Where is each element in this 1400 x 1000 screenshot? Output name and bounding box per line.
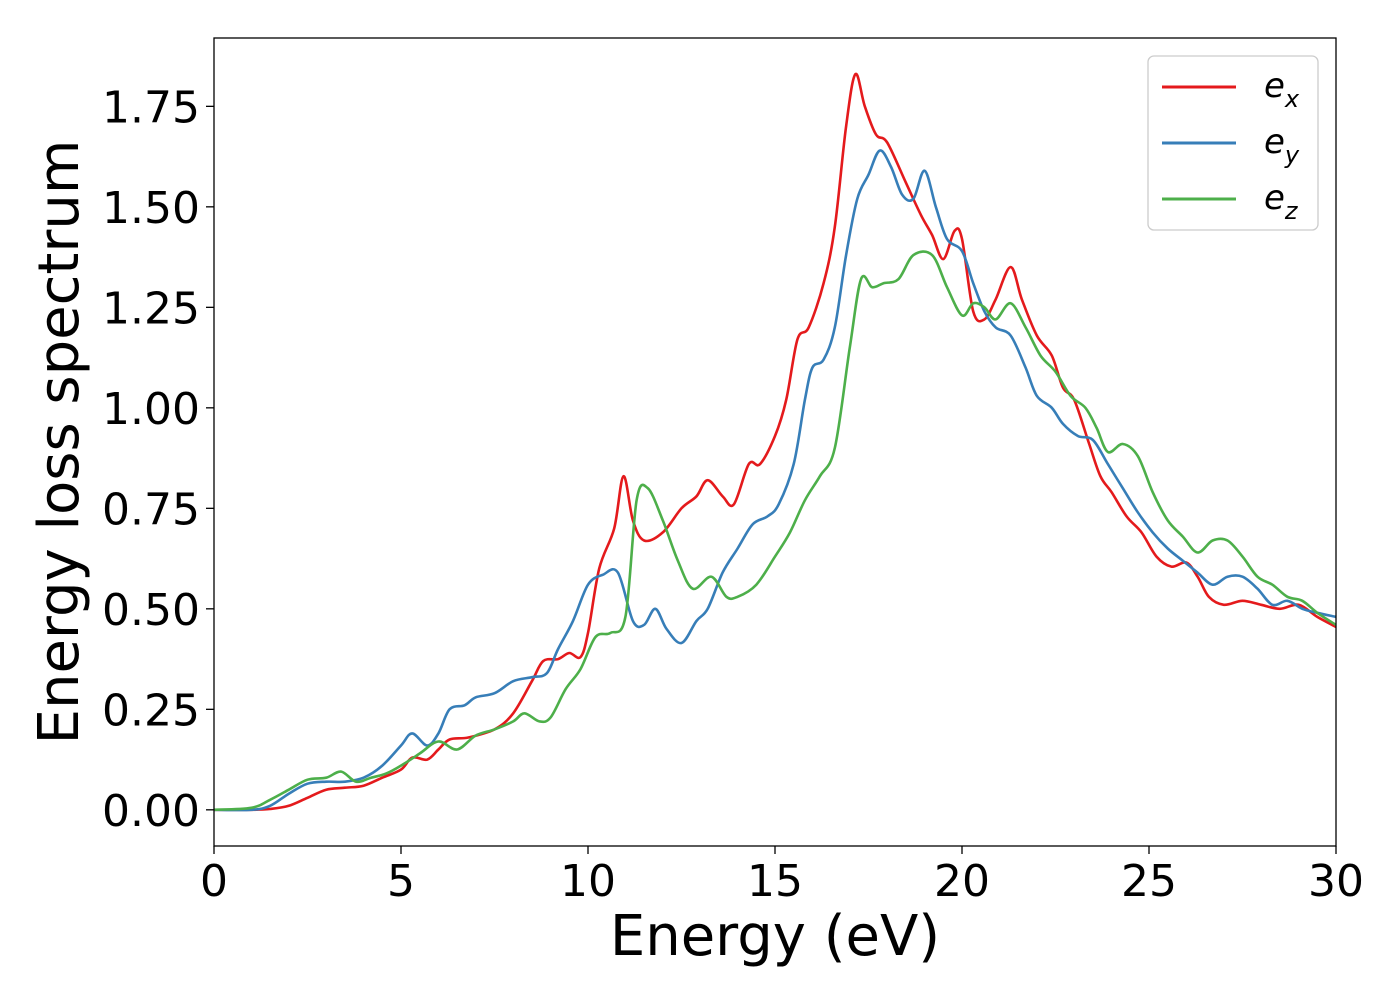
series-line-z — [214, 250, 1336, 812]
ticks-layer: 0 5 10 15 20 25 30 0.00 0.25 0.50 0.75 1.00 1.25 1.50… — [102, 82, 1364, 907]
y-tick-label: 1.50 — [102, 183, 200, 234]
y-tick-label: 0.50 — [102, 585, 200, 636]
x-tick-label: 0 — [200, 856, 228, 907]
x-tick-label: 30 — [1308, 856, 1364, 907]
legend-label-y: ey — [1264, 122, 1300, 169]
x-tick-label: 25 — [1121, 856, 1177, 907]
legend-label-x: ex — [1264, 66, 1300, 113]
series-layer — [214, 72, 1336, 812]
y-tick-label: 1.25 — [102, 283, 200, 334]
y-tick-label: 0.25 — [102, 685, 200, 736]
y-axis-title: Energy loss spectrum — [27, 140, 92, 745]
y-tick-label: 0.00 — [102, 786, 200, 837]
y-tick-label: 0.75 — [102, 484, 200, 535]
series-line-x — [214, 72, 1336, 812]
x-axis-title: Energy (eV) — [610, 904, 940, 969]
x-tick-label: 20 — [934, 856, 990, 907]
x-tick-label: 5 — [387, 856, 415, 907]
y-tick-label: 1.00 — [102, 384, 200, 435]
x-tick-label: 15 — [747, 856, 803, 907]
y-tick-label: 1.75 — [102, 82, 200, 133]
legend-label-z: ez — [1264, 178, 1299, 225]
series-line-y — [214, 149, 1336, 812]
x-tick-label: 10 — [560, 856, 616, 907]
legend: ex ey ez — [1147, 55, 1319, 231]
